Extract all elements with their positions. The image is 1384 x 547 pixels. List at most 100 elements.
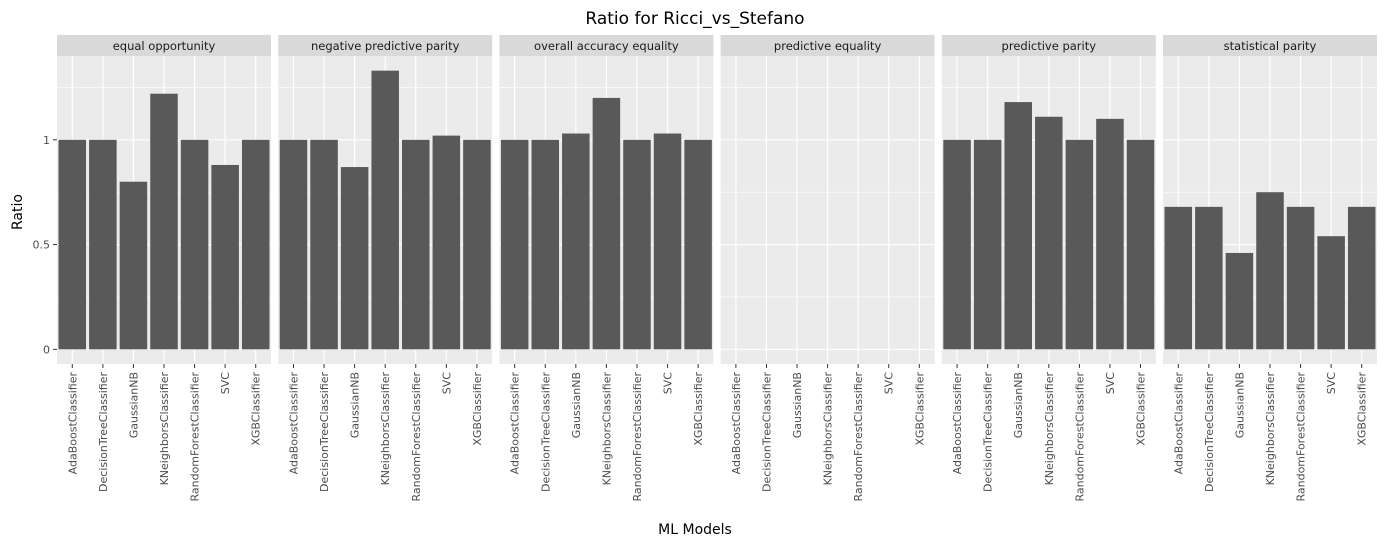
x-tick-label: DecisionTreeClassifier	[1203, 372, 1216, 492]
x-tick-label: KNeighborsClassifier	[379, 372, 392, 486]
x-tick-label: RandomForestClassifier	[631, 372, 644, 502]
facet-strip-label: overall accuracy equality	[534, 39, 679, 53]
x-tick-label: AdaBoostClassifier	[66, 372, 79, 475]
bar	[89, 139, 117, 350]
facet-strip	[720, 35, 935, 56]
x-tick-label: KNeighborsClassifier	[600, 372, 613, 486]
x-tick-label: GaussianNB	[791, 372, 804, 438]
bar	[1225, 252, 1254, 350]
bar	[1347, 206, 1376, 350]
x-tick-label: SVC	[440, 372, 453, 395]
facet-panel: negative predictive parity AdaBoostClassi…	[278, 35, 493, 502]
x-tick-label: XGBClassifier	[692, 372, 705, 446]
x-tick-label: SVC	[883, 372, 896, 395]
x-tick-label: GaussianNB	[349, 372, 362, 438]
facet-panel: equal opportunity AdaBoostClassifier Decis…	[57, 35, 271, 502]
facets-group: equal opportunity AdaBoostClassifier Decis…	[57, 35, 1377, 502]
x-tick-label: SVC	[662, 372, 675, 395]
x-tick-label: GaussianNB	[1233, 372, 1246, 438]
bar	[180, 139, 209, 350]
x-tick-label: RandomForestClassifier	[410, 372, 423, 502]
x-tick-label: XGBClassifier	[913, 372, 926, 446]
facet-strip-label: predictive equality	[774, 39, 882, 53]
facet-strip	[941, 35, 1156, 56]
x-tick-label: SVC	[1325, 372, 1338, 395]
x-tick-label: SVC	[1104, 372, 1117, 395]
x-tick-label: XGBClassifier	[471, 372, 484, 446]
x-tick-label: XGBClassifier	[1135, 372, 1148, 446]
y-tick-label: 0	[43, 343, 50, 356]
bar	[562, 133, 590, 350]
x-axis-title: ML Models	[658, 522, 732, 538]
x-tick-label: DecisionTreeClassifier	[760, 372, 773, 492]
x-tick-label: KNeighborsClassifier	[1264, 372, 1277, 486]
bar	[943, 139, 971, 350]
facet-strip	[499, 35, 714, 56]
x-tick-label: DecisionTreeClassifier	[982, 372, 995, 492]
x-tick-label: GaussianNB	[127, 372, 140, 438]
bar	[653, 133, 682, 350]
bar	[1004, 102, 1032, 350]
x-tick-label: GaussianNB	[1012, 372, 1025, 438]
bar	[150, 93, 178, 350]
x-tick-label: AdaBoostClassifier	[951, 372, 964, 475]
facet-strip	[1163, 35, 1377, 56]
bar	[500, 139, 529, 350]
x-tick-label: DecisionTreeClassifier	[97, 372, 110, 492]
bar	[1035, 116, 1063, 350]
facet-strip-label: negative predictive parity	[311, 39, 460, 53]
y-tick-label: 0.5	[33, 239, 51, 252]
bar	[1317, 236, 1345, 350]
x-tick-label: AdaBoostClassifier	[730, 372, 743, 475]
facet-panel: predictive parity AdaBoostClassifier Decis…	[941, 35, 1156, 502]
bar	[531, 139, 560, 350]
bar	[684, 139, 712, 350]
facet-strip	[57, 35, 271, 56]
bar	[241, 139, 270, 350]
x-tick-label: GaussianNB	[570, 372, 583, 438]
bar	[463, 139, 491, 350]
y-axis-title: Ratio	[10, 194, 26, 230]
x-tick-label: DecisionTreeClassifier	[539, 372, 552, 492]
bar	[1164, 206, 1193, 350]
bar	[402, 139, 430, 350]
x-tick-label: KNeighborsClassifier	[822, 372, 835, 486]
x-tick-label: RandomForestClassifier	[1295, 372, 1308, 502]
x-tick-label: XGBClassifier	[250, 372, 263, 446]
bar	[1286, 206, 1315, 350]
bar	[310, 139, 338, 350]
bar	[211, 164, 239, 350]
bar	[1195, 206, 1223, 350]
x-tick-label: KNeighborsClassifier	[158, 372, 171, 486]
bar	[592, 97, 621, 350]
x-tick-label: KNeighborsClassifier	[1043, 372, 1056, 486]
bar	[1096, 118, 1124, 350]
bar	[340, 167, 369, 350]
x-tick-label: AdaBoostClassifier	[287, 372, 300, 475]
x-tick-label: SVC	[219, 372, 232, 395]
bar	[119, 181, 148, 350]
x-tick-label: XGBClassifier	[1356, 372, 1369, 446]
bar	[623, 139, 651, 350]
bar	[371, 70, 399, 350]
bar	[973, 139, 1002, 350]
chart-title: Ratio for Ricci_vs_Stefano	[585, 9, 804, 29]
x-tick-label: AdaBoostClassifier	[1172, 372, 1185, 475]
x-tick-label: RandomForestClassifier	[189, 372, 202, 502]
y-axis: 00.51	[33, 134, 57, 356]
facet-panel: statistical parity AdaBoostClassifier Deci…	[1163, 35, 1377, 502]
x-tick-label: AdaBoostClassifier	[509, 372, 522, 475]
y-tick-label: 1	[43, 134, 50, 147]
bar	[432, 135, 461, 350]
facet-panel: predictive equality AdaBoostClassifier Dec…	[720, 35, 935, 502]
x-tick-label: DecisionTreeClassifier	[318, 372, 331, 492]
facet-strip	[278, 35, 493, 56]
bar	[1126, 139, 1155, 350]
facet-strip-label: predictive parity	[1002, 39, 1097, 53]
bar	[279, 139, 308, 350]
facet-strip-label: equal opportunity	[113, 39, 216, 53]
bar	[58, 139, 87, 350]
facet-strip-label: statistical parity	[1224, 39, 1317, 53]
facet-panel: overall accuracy equality AdaBoostClassif…	[499, 35, 714, 502]
